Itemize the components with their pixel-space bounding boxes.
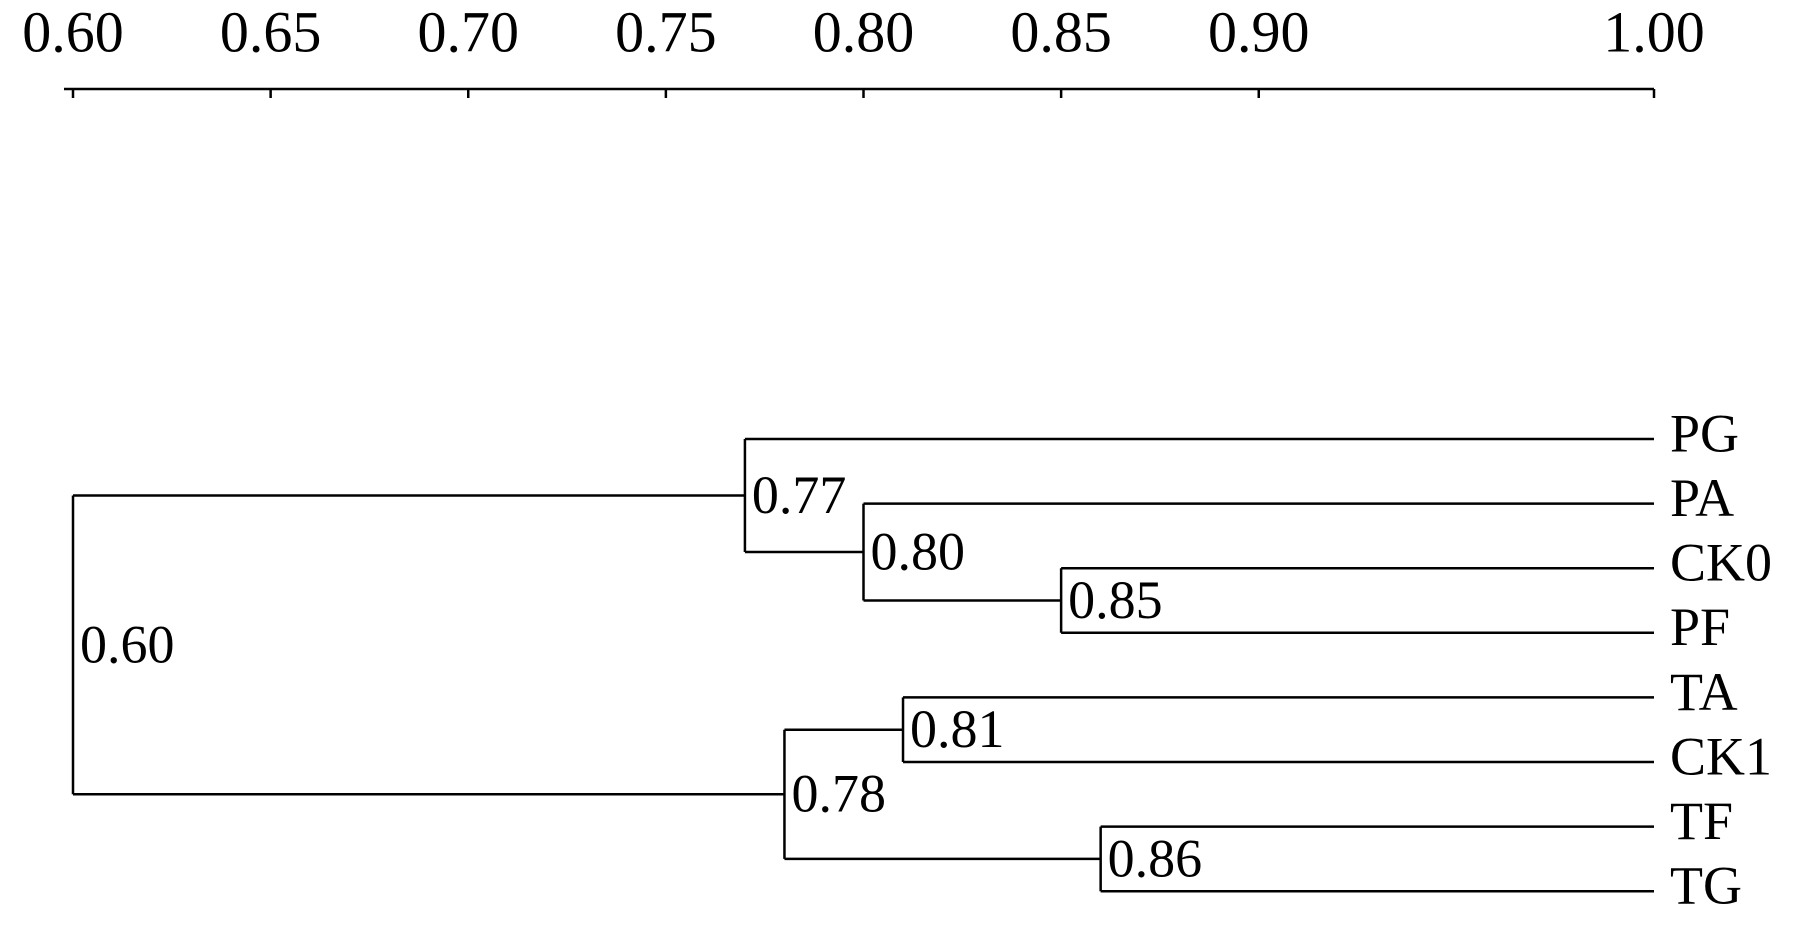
leaf-label: TA [1670, 662, 1738, 722]
leaf-label: PA [1670, 468, 1734, 528]
x-tick-label: 0.65 [220, 0, 322, 64]
node-label: 0.60 [80, 614, 175, 674]
node-label: 0.85 [1068, 570, 1163, 630]
x-tick-label: 0.90 [1208, 0, 1310, 64]
node-label: 0.77 [752, 465, 847, 525]
x-tick-label: 0.85 [1010, 0, 1112, 64]
node-label: 0.81 [910, 699, 1005, 759]
x-tick-label: 0.75 [615, 0, 717, 64]
leaf-label: TF [1670, 791, 1733, 851]
x-tick-label: 0.70 [418, 0, 520, 64]
leaf-label: PF [1670, 597, 1730, 657]
leaf-label: CK1 [1670, 726, 1772, 786]
node-label: 0.80 [871, 521, 966, 581]
leaf-label: TG [1670, 856, 1742, 916]
leaf-label: PG [1670, 403, 1739, 463]
node-label: 0.78 [791, 764, 886, 824]
leaf-label: CK0 [1670, 533, 1772, 593]
node-label: 0.86 [1108, 828, 1203, 888]
x-tick-label: 1.00 [1603, 0, 1705, 64]
x-tick-label: 0.60 [22, 0, 124, 64]
x-tick-label: 0.80 [813, 0, 915, 64]
